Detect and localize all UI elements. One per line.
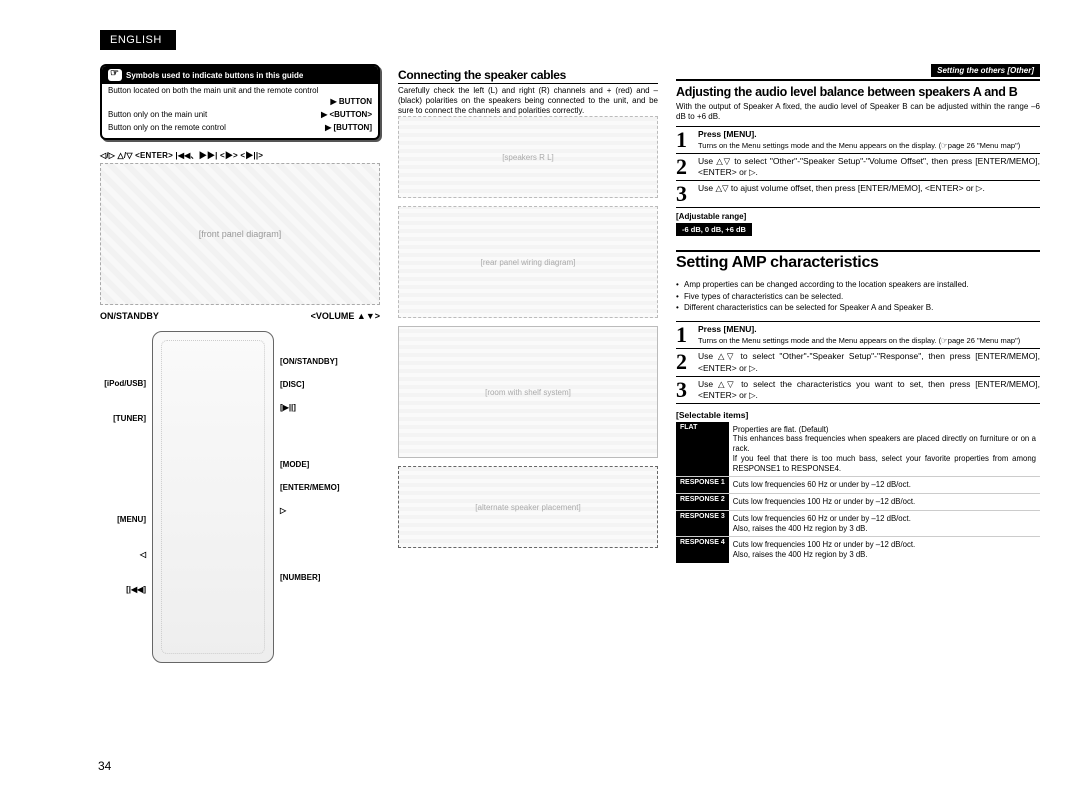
remote-area: [iPod/USB] [TUNER] [MENU] ◁ [|◀◀] [ON/ST…	[100, 331, 380, 663]
symbols-row-text: Button located on both the main unit and…	[108, 86, 318, 95]
room-diagram: [room with shelf system]	[398, 326, 658, 458]
item-desc: Cuts low frequencies 100 Hz or under by …	[729, 537, 1040, 563]
adjustable-range: [Adjustable range] -6 dB, 0 dB, +6 dB	[676, 212, 1040, 236]
remote-label: [|◀◀]	[126, 585, 146, 594]
column-connecting: Connecting the speaker cables Carefully …	[398, 64, 658, 663]
step: 1 Press [MENU]. Turns on the Menu settin…	[676, 321, 1040, 349]
remote-label: [NUMBER]	[280, 573, 320, 582]
remote-label: [ENTER/MEMO]	[280, 483, 340, 492]
remote-label: ◁	[140, 550, 146, 559]
remote-label: [▶||]	[280, 403, 296, 412]
steps-amp: 1 Press [MENU]. Turns on the Menu settin…	[676, 321, 1040, 403]
step-body: Press [MENU]. Turns on the Menu settings…	[698, 129, 1040, 151]
item-key: RESPONSE 1	[676, 477, 729, 494]
page-number: 34	[98, 759, 111, 773]
remote-label: [MODE]	[280, 460, 309, 469]
symbols-row-text: Button only on the main unit	[108, 110, 207, 119]
rear-panel-diagram: [rear panel wiring diagram]	[398, 206, 658, 318]
manual-page: ENGLISH Symbols used to indicate buttons…	[0, 0, 1080, 801]
device-label-onstandby: ON/STANDBY	[100, 311, 159, 321]
symbols-row-value: ▶ <BUTTON>	[321, 110, 372, 119]
placement-diagram: [alternate speaker placement]	[398, 466, 658, 548]
table-row: RESPONSE 1 Cuts low frequencies 60 Hz or…	[676, 477, 1040, 494]
remote-labels-left: [iPod/USB] [TUNER] [MENU] ◁ [|◀◀]	[100, 331, 146, 663]
item-desc: Cuts low frequencies 60 Hz or under by –…	[729, 510, 1040, 536]
language-tab: ENGLISH	[100, 30, 176, 50]
bullet: Different characteristics can be selecte…	[684, 303, 1040, 313]
connecting-body: Carefully check the left (L) and right (…	[398, 86, 658, 116]
subsection-balance-title: Adjusting the audio level balance betwee…	[676, 85, 1040, 100]
remote-label: [ON/STANDBY]	[280, 357, 338, 366]
step: 3 Use △▽ to select the characteristics y…	[676, 377, 1040, 404]
step-body: Use △▽ to select the characteristics you…	[698, 379, 1040, 401]
speaker-diagram: [speakers R L]	[398, 116, 658, 198]
table-row: RESPONSE 3 Cuts low frequencies 60 Hz or…	[676, 510, 1040, 536]
step-number: 2	[676, 156, 698, 178]
step-body: Press [MENU]. Turns on the Menu settings…	[698, 324, 1040, 346]
balance-body: With the output of Speaker A fixed, the …	[676, 102, 1040, 122]
column-controls: Symbols used to indicate buttons in this…	[100, 64, 380, 663]
symbols-row: ▶ BUTTON	[102, 95, 378, 108]
bullet: Amp properties can be changed according …	[684, 280, 1040, 290]
step: 1 Press [MENU]. Turns on the Menu settin…	[676, 126, 1040, 154]
remote-label: [iPod/USB]	[104, 379, 146, 388]
step-number: 2	[676, 351, 698, 373]
bullet: Five types of characteristics can be sel…	[684, 292, 1040, 302]
range-value: -6 dB, 0 dB, +6 dB	[676, 223, 752, 236]
section-amp-title: Setting AMP characteristics	[676, 254, 1040, 272]
selectable-table: FLAT Properties are flat. (Default) This…	[676, 422, 1040, 563]
symbols-row-value: ▶ BUTTON	[330, 97, 372, 106]
symbols-legend-title: Symbols used to indicate buttons in this…	[126, 71, 303, 80]
step: 3 Use △▽ to ajust volume offset, then pr…	[676, 181, 1040, 208]
item-key: RESPONSE 3	[676, 510, 729, 536]
step: 2 Use △▽ to select "Other"-"Speaker Setu…	[676, 349, 1040, 376]
item-key: FLAT	[676, 422, 729, 477]
remote-label: ▷	[280, 506, 286, 515]
column-settings: Setting the others [Other] Adjusting the…	[676, 64, 1040, 663]
symbols-legend-header: Symbols used to indicate buttons in this…	[102, 66, 378, 84]
selectable-label: [Selectable items]	[676, 410, 1040, 420]
step-number: 3	[676, 183, 698, 205]
item-desc: Cuts low frequencies 100 Hz or under by …	[729, 494, 1040, 511]
remote-label: [DISC]	[280, 380, 304, 389]
step-number: 1	[676, 129, 698, 151]
step-body: Use △▽ to ajust volume offset, then pres…	[698, 183, 1040, 205]
symbols-row: Button only on the main unit ▶ <BUTTON>	[102, 108, 378, 121]
device-label-volume: <VOLUME ▲▼>	[311, 311, 380, 321]
steps-balance: 1 Press [MENU]. Turns on the Menu settin…	[676, 126, 1040, 208]
item-key: RESPONSE 4	[676, 537, 729, 563]
item-desc: Properties are flat. (Default) This enha…	[729, 422, 1040, 477]
symbols-row-value: ▶ [BUTTON]	[325, 123, 372, 132]
symbols-row: Button only on the remote control ▶ [BUT…	[102, 121, 378, 134]
table-row: RESPONSE 2 Cuts low frequencies 100 Hz o…	[676, 494, 1040, 511]
step: 2 Use △▽ to select "Other"-"Speaker Setu…	[676, 154, 1040, 181]
table-row: FLAT Properties are flat. (Default) This…	[676, 422, 1040, 477]
step-number: 1	[676, 324, 698, 346]
remote-diagram	[152, 331, 274, 663]
symbols-row-text: Button only on the remote control	[108, 123, 226, 132]
symbols-legend-box: Symbols used to indicate buttons in this…	[100, 64, 380, 140]
hand-icon	[108, 69, 122, 81]
remote-labels-right: [ON/STANDBY] [DISC] [▶||] [MODE] [ENTER/…	[280, 331, 350, 663]
section-tag: Setting the others [Other]	[931, 64, 1040, 77]
item-key: RESPONSE 2	[676, 494, 729, 511]
device-top-labels: ◁/▷ △/▽ <ENTER> |◀◀、▶▶| <▶> <▶||>	[100, 150, 380, 161]
table-row: RESPONSE 4 Cuts low frequencies 100 Hz o…	[676, 537, 1040, 563]
range-label: [Adjustable range]	[676, 212, 1040, 221]
remote-label: [TUNER]	[113, 414, 146, 423]
remote-label: [MENU]	[117, 515, 146, 524]
step-body: Use △▽ to select "Other"-"Speaker Setup"…	[698, 156, 1040, 178]
front-panel-diagram: [front panel diagram]	[100, 163, 380, 305]
amp-bullets: Amp properties can be changed according …	[676, 280, 1040, 313]
step-body: Use △▽ to select "Other"-"Speaker Setup"…	[698, 351, 1040, 373]
step-number: 3	[676, 379, 698, 401]
item-desc: Cuts low frequencies 60 Hz or under by –…	[729, 477, 1040, 494]
subsection-connecting-title: Connecting the speaker cables	[398, 68, 658, 84]
